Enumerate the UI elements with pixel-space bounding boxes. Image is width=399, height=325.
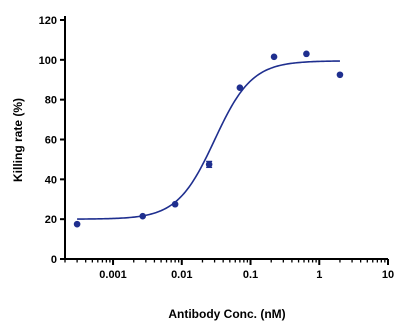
y-tick-label: 60 xyxy=(45,135,57,147)
y-tick-label: 100 xyxy=(39,55,57,67)
fit-curve xyxy=(77,60,340,220)
y-axis-title: Killing rate (%) xyxy=(11,98,25,182)
axes xyxy=(60,16,389,265)
x-tick-label: 0.01 xyxy=(171,269,192,281)
tick-labels: 0 20 40 60 80 100 120 0.001 0.01 0.1 1 10 xyxy=(39,15,394,281)
data-point xyxy=(270,53,278,61)
data-points xyxy=(73,50,344,228)
data-point xyxy=(336,71,344,79)
x-tick-label: 0.001 xyxy=(99,269,127,281)
fit-curve-group xyxy=(77,60,340,220)
data-point xyxy=(236,84,244,92)
y-tick-label: 0 xyxy=(51,254,57,266)
x-tick-label: 10 xyxy=(382,269,394,281)
data-point xyxy=(139,212,146,220)
y-tick-label: 120 xyxy=(39,15,57,27)
y-tick-label: 80 xyxy=(45,95,57,107)
x-axis-title: Antibody Conc. (nM) xyxy=(168,307,285,321)
data-point xyxy=(73,220,81,228)
data-point xyxy=(205,161,213,168)
data-point xyxy=(303,50,310,58)
y-tick-label: 20 xyxy=(45,214,57,226)
x-tick-label: 0.1 xyxy=(243,269,258,281)
x-tick-label: 1 xyxy=(316,269,322,281)
data-point xyxy=(171,200,179,208)
y-tick-label: 40 xyxy=(45,174,57,186)
